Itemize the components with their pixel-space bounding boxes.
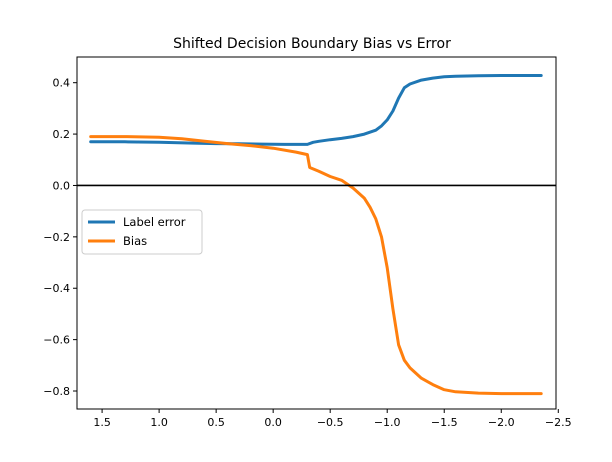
- y-tick-label: 0.0: [53, 179, 71, 192]
- y-tick-label: 0.4: [53, 77, 71, 90]
- y-tick-label: −0.6: [43, 334, 70, 347]
- x-tick-label: −2.0: [488, 416, 515, 429]
- x-tick-label: 1.5: [93, 416, 111, 429]
- legend-label: Label error: [123, 215, 186, 229]
- y-tick-label: −0.4: [43, 282, 70, 295]
- x-tick-label: 0.5: [207, 416, 225, 429]
- y-tick-label: 0.2: [53, 128, 71, 141]
- legend-label: Bias: [123, 234, 147, 248]
- series-line-bias: [89, 135, 543, 396]
- plot-frame: [76, 56, 557, 410]
- x-tick-label: −2.5: [545, 416, 572, 429]
- x-tick-label: 1.0: [150, 416, 168, 429]
- legend: Label error Bias: [81, 209, 203, 255]
- x-tick-label: −0.5: [317, 416, 344, 429]
- axes: 1.5 1.0 0.5 0.0 −0.5 −1.0 −1.5 −2.0 −2.5 0.4 0.2 0.…: [43, 56, 572, 429]
- y-tick-label: −0.2: [43, 231, 70, 244]
- x-tick-label: −1.5: [431, 416, 458, 429]
- x-tick-label: 0.0: [264, 416, 282, 429]
- chart-title: Shifted Decision Boundary Bias vs Error: [173, 36, 451, 52]
- plot-area: [77, 74, 556, 396]
- y-tick-label: −0.8: [43, 385, 70, 398]
- x-tick-label: −1.0: [374, 416, 401, 429]
